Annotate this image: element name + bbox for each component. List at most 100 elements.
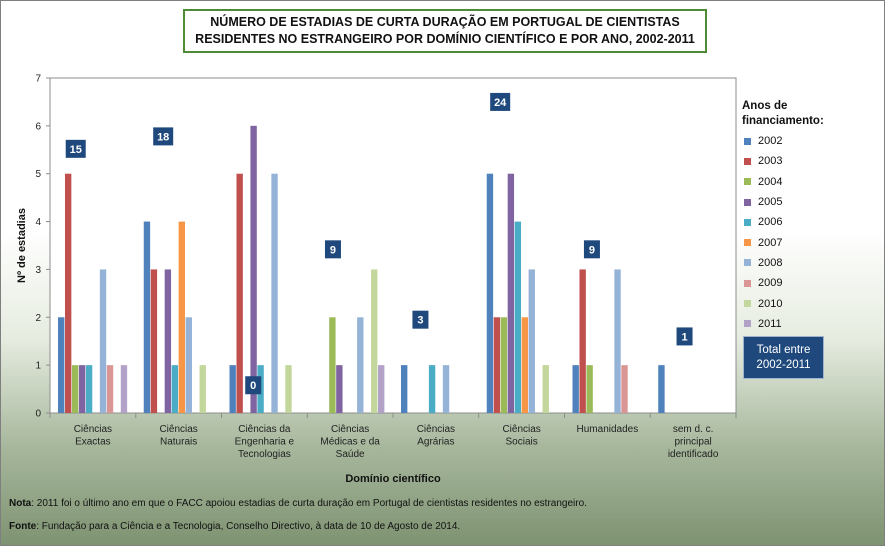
x-category-label-line: Ciências [331,424,369,435]
legend-title-line1: Anos de [742,100,788,112]
legend-label: 2011 [758,317,782,330]
bar-2008-2 [271,173,278,413]
legend-item-2010: 2010 [744,293,782,313]
total-badge-0 [65,139,86,158]
bar-2004-0 [71,365,79,413]
x-category-label: Ciências da Engenharia e Tecnologias [235,424,295,460]
total-legend-box: Total entre 2002-2011 [743,336,824,379]
bar-2008-1 [185,317,192,413]
bar-2009-0 [106,365,114,413]
total-badge-3 [324,240,341,259]
bar-2011-3 [378,365,385,413]
total-badge-label: 1 [681,331,687,343]
legend-label: 2010 [758,297,783,310]
x-category-label-line: Engenharia e [235,437,295,448]
legend-item-2011: 2011 [744,314,782,334]
total-badge-label: 18 [157,131,169,143]
source-text: : Fundação para a Ciência e a Tecnologia… [36,521,461,532]
legend-label: 2009 [758,277,783,290]
x-category-label-line: principal [675,437,712,448]
total-box-line1: Total entre [756,343,811,356]
bar-2002-1 [143,221,151,413]
legend-swatch [744,198,751,206]
bar-2008-3 [357,317,364,413]
total-badge-label: 15 [70,144,82,156]
total-badge-label: 3 [417,315,423,327]
legend-item-2008: 2008 [744,253,782,273]
legend-swatch [744,259,751,267]
x-category-label: sem d. c. principal identificado [668,424,719,460]
x-category-label-line: sem d. c. [673,424,714,435]
bar-2005-2 [250,125,257,413]
x-category-label: Ciências Médicas e da Saúde [320,424,380,460]
x-axis-title: Domínio científico [345,473,441,485]
source-label: Fonte [9,521,37,532]
bar-2007-5 [521,317,528,413]
x-category-label-line: Humanidades [577,424,639,435]
chart-title-line2: RESIDENTES NO ESTRANGEIRO POR DOMÍNIO CI… [195,32,695,46]
note-line: Nota: 2011 foi o último ano em que o FAC… [9,498,587,509]
x-category-label-line: Tecnologias [238,449,291,460]
bar-2011-0 [120,365,128,413]
bar-2007-1 [178,221,185,413]
legend-label: 2004 [758,175,783,188]
note-label: Nota [9,498,32,509]
total-badge-5 [490,92,511,111]
bar-2002-2 [229,365,236,413]
total-badge-label: 9 [589,244,595,256]
y-tick-label: 7 [35,74,41,85]
bar-2008-6 [614,269,621,413]
bar-2003-2 [236,173,243,413]
total-badge-label: 24 [494,97,507,109]
bar-2004-3 [329,317,336,413]
legend-item-2004: 2004 [744,172,782,192]
bar-2005-0 [78,365,86,413]
legend-label: 2006 [758,216,783,229]
bar-2010-3 [371,269,378,413]
bar-2005-1 [164,269,172,413]
chart-title: NÚMERO DE ESTADIAS DE CURTA DURAÇÃO EM P… [183,9,707,53]
bar-2004-6 [586,365,593,413]
chart-title-line1: NÚMERO DE ESTADIAS DE CURTA DURAÇÃO EM P… [210,15,680,29]
legend: 2002 2003 2004 2005 2006 2007 2008 2009 2010 2011 [744,131,782,334]
note-text: : 2011 foi o último ano em que o FACC ap… [31,498,587,509]
bar-2003-6 [579,269,586,413]
bar-2002-5 [486,173,494,413]
legend-item-2002: 2002 [744,131,782,151]
x-category-label: Ciências Exactas [74,424,112,448]
y-tick-label: 2 [35,313,41,324]
legend-swatch [744,239,751,247]
x-category-label-line: identificado [668,449,719,460]
total-badge-label: 9 [330,244,336,256]
bar-2010-2 [285,365,292,413]
bar-2003-1 [150,269,158,413]
x-category-label-line: Médicas e da [320,437,380,448]
legend-swatch [744,157,751,165]
y-tick-label: 6 [35,121,41,132]
bar-2006-1 [171,365,179,413]
bar-2008-4 [442,365,450,413]
bar-2006-4 [428,365,436,413]
legend-label: 2008 [758,256,783,269]
legend-swatch [744,218,751,226]
x-category-label-line: Agrárias [417,437,454,448]
footnotes: Nota: 2011 foi o último ano em que o FAC… [9,498,587,532]
bar-2002-4 [401,365,408,413]
x-category-label-line: Sociais [506,437,538,448]
y-tick-label: 0 [35,409,41,420]
legend-swatch [744,320,751,328]
x-category-label-line: Ciências [159,424,197,435]
bar-2010-1 [199,365,206,413]
bar-2006-5 [514,221,522,413]
bar-2002-6 [572,365,579,413]
bar-2006-0 [85,365,93,413]
legend-item-2006: 2006 [744,212,782,232]
legend-item-2003: 2003 [744,151,782,171]
legend-label: 2003 [758,155,783,168]
bar-2005-5 [507,173,515,413]
legend-item-2009: 2009 [744,273,782,293]
x-category-label-line: Naturais [160,437,197,448]
legend-label: 2007 [758,236,783,249]
x-category-label-line: Ciências [502,424,540,435]
